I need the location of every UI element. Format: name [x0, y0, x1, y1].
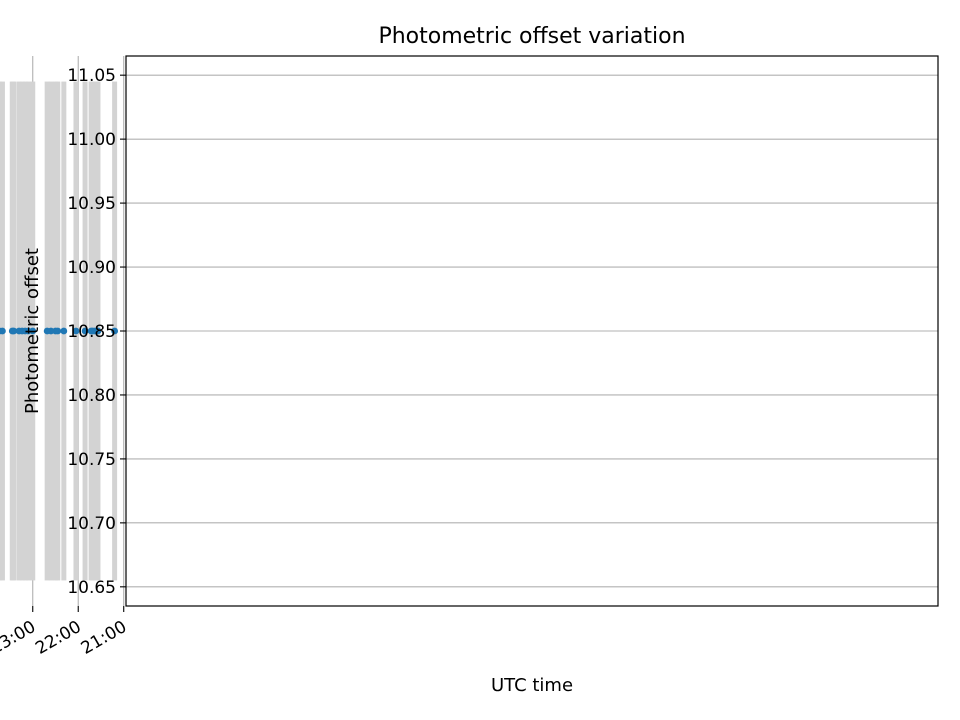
y-tick-label: 10.90 — [67, 258, 116, 278]
y-axis-label: Photometric offset — [22, 248, 43, 414]
y-tick-label: 10.70 — [67, 514, 116, 534]
y-tick-label: 10.95 — [67, 194, 116, 214]
x-tick-label: 22:00 — [32, 617, 84, 659]
y-axis-ticks: 10.65 10.70 10.75 10.80 10.85 10.90 10.95 11.00… — [67, 66, 126, 598]
grid — [32, 56, 938, 606]
x-axis-label: UTC time — [491, 675, 573, 696]
data-points — [0, 327, 119, 335]
data-point — [43, 327, 51, 335]
data-point — [15, 327, 23, 335]
data-point — [60, 327, 68, 335]
y-tick-label: 10.80 — [67, 386, 116, 406]
y-tick-label: 10.85 — [67, 322, 116, 342]
y-tick-label: 10.65 — [67, 578, 116, 598]
y-tick-label: 10.75 — [67, 450, 116, 470]
data-point — [8, 327, 16, 335]
x-tick-label: 23:00 — [0, 617, 39, 659]
data-point — [0, 327, 3, 335]
x-tick-label: 21:00 — [78, 617, 130, 659]
y-tick-label: 11.00 — [67, 130, 116, 150]
data-point — [87, 327, 95, 335]
data-point — [111, 327, 119, 335]
data-point — [72, 327, 80, 335]
chart-title: Photometric offset variation — [378, 24, 685, 49]
y-tick-label: 11.05 — [67, 66, 116, 86]
data-point — [81, 327, 89, 335]
